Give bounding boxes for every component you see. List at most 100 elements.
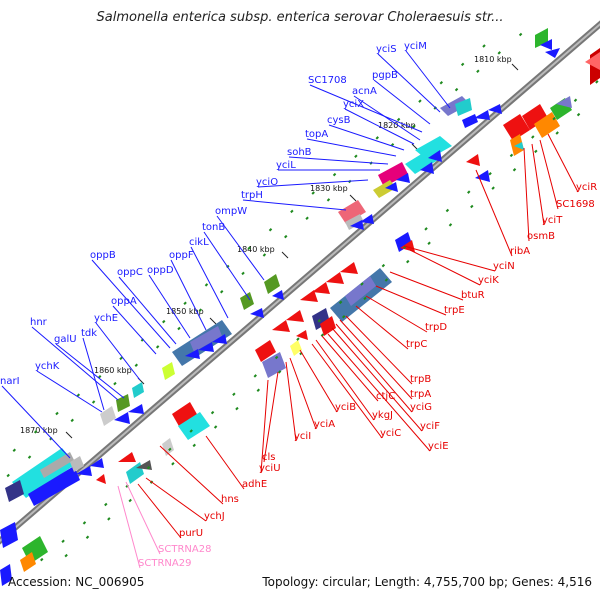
reverse-leader-line [389,271,464,301]
track-dot [509,153,514,158]
forward-leader-line [288,156,389,165]
forward-leader-line [353,95,421,141]
track-dot [97,375,102,379]
forward-gene-label[interactable]: tdk [81,328,97,339]
track-dot [162,319,166,324]
track-dot [241,271,245,276]
track-dot [284,234,288,239]
track-dot [332,172,337,177]
track-dot [204,283,209,287]
reverse-gene-label[interactable]: hns [221,494,239,505]
forward-gene-label[interactable]: galU [54,334,77,345]
reverse-gene-label[interactable]: yciC [380,428,401,439]
reverse-gene-label[interactable]: purU [179,528,203,539]
reverse-gene-label[interactable]: yciK [478,275,499,286]
forward-gene-label[interactable]: ompW [215,206,247,217]
track-dot [189,429,193,433]
forward-gene-label[interactable]: oppC [117,267,143,278]
track-dot [82,521,87,525]
track-dot [311,191,315,195]
forward-gene-label[interactable]: topA [305,129,328,140]
forward-gene-label[interactable]: narI [0,376,20,387]
forward-gene-label[interactable]: ychK [35,361,60,372]
rna-gene-label[interactable]: SCTRNA29 [138,558,191,569]
reverse-gene-label[interactable]: trpB [410,374,431,385]
forward-gene-label[interactable]: oppA [111,296,137,307]
forward-gene-label[interactable]: cikL [189,237,209,248]
track-dot [470,204,474,209]
track-dot [375,136,379,140]
forward-gene-label[interactable]: oppB [90,250,116,261]
forward-gene-label[interactable]: hnr [30,317,48,328]
forward-gene-label[interactable]: yciO [256,177,278,188]
forward-gene-label[interactable]: SC1708 [308,75,347,86]
forward-leader-line [257,179,369,188]
track-dot [91,400,96,404]
track-dot [320,333,325,337]
rna-gene-label[interactable]: SCTRNA28 [158,544,211,555]
forward-leader-line [309,84,423,133]
forward-gene-label[interactable]: yciM [404,41,427,52]
forward-gene-label[interactable]: pgpB [372,70,398,81]
reverse-gene-label[interactable]: yciT [542,215,563,226]
forward-leader-line [1,385,71,459]
forward-gene-label[interactable]: yciL [276,160,296,171]
genome-summary-label: Topology: circular; Length: 4,755,700 bp… [262,575,592,589]
reverse-gene-label[interactable]: trpD [425,322,447,333]
reverse-gene-label[interactable]: ctjC [376,391,395,402]
reverse-gene-label[interactable]: yciE [428,441,449,452]
tick-1870: 1870 kbp [20,426,73,439]
forward-gene-label[interactable]: tonB [202,222,225,233]
reverse-gene-label[interactable]: ychJ [204,511,225,522]
reverse-gene-label[interactable]: trpE [444,305,465,316]
forward-gene-label[interactable]: sohB [287,147,312,158]
track-dot [454,87,459,92]
reverse-gene-label[interactable]: yciU [259,463,281,474]
forward-gene-label[interactable]: yciX [343,99,364,110]
forward-gene-label[interactable]: ychE [94,313,118,324]
reverse-gene-label[interactable]: yciB [335,402,356,413]
reverse-leader-line [260,379,269,474]
reverse-gene-label[interactable]: yciN [493,261,515,272]
forward-gene-label[interactable]: acnA [352,86,377,97]
reverse-gene-label[interactable]: adhE [242,479,267,490]
track-dot [76,393,81,397]
feature-layer [0,28,600,586]
forward-gene-label[interactable]: oppF [169,250,194,261]
reverse-gene-label[interactable]: ykgJ [372,410,393,421]
forward-leader-line [148,274,191,339]
reverse-leader-line [137,483,182,539]
track-dot [445,208,450,213]
track-dot [595,80,599,84]
forward-gene-label[interactable]: oppD [147,265,174,276]
reverse-gene-label[interactable]: yciF [420,421,440,432]
reverse-gene-label[interactable]: trpC [406,339,427,350]
reverse-gene-label[interactable]: trpA [410,389,431,400]
feature-block-rev-7 [0,536,48,586]
reverse-gene-label[interactable]: osmB [527,231,555,242]
forward-gene-label[interactable]: yciS [376,44,397,55]
reverse-gene-label[interactable]: yciG [410,402,432,413]
reverse-gene-label[interactable]: cls [262,452,276,463]
forward-gene-label[interactable]: trpH [241,190,263,201]
track-dot [290,209,294,214]
feature-block-fwd-5 [373,162,410,198]
forward-leader-line [31,326,119,401]
feature-block-rev-2 [395,154,490,252]
forward-leader-line [203,231,251,301]
reverse-gene-label[interactable]: SC1698 [556,199,595,210]
reverse-gene-label[interactable]: yciR [576,182,597,193]
reverse-gene-label[interactable]: yciI [294,431,311,442]
track-dot [232,392,236,396]
forward-leader-line [328,124,405,151]
track-dot [576,112,581,117]
forward-gene-label[interactable]: cysB [327,115,351,126]
reverse-gene-label[interactable]: yciA [314,419,335,430]
reverse-leader-line [547,133,579,193]
reverse-gene-label[interactable]: btuR [461,290,485,301]
track-dot [305,216,309,220]
track-dot [12,448,17,452]
track-dot [171,462,175,466]
feature-block-fwd-8 [162,320,232,380]
reverse-gene-label[interactable]: ribA [510,246,530,257]
